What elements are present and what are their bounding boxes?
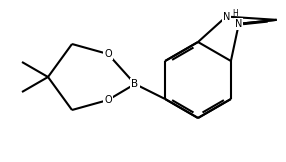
Text: N: N <box>223 12 230 22</box>
Text: B: B <box>132 79 138 89</box>
Text: H: H <box>232 9 238 18</box>
Text: O: O <box>104 49 112 59</box>
Text: N: N <box>235 19 243 29</box>
Text: O: O <box>104 95 112 105</box>
